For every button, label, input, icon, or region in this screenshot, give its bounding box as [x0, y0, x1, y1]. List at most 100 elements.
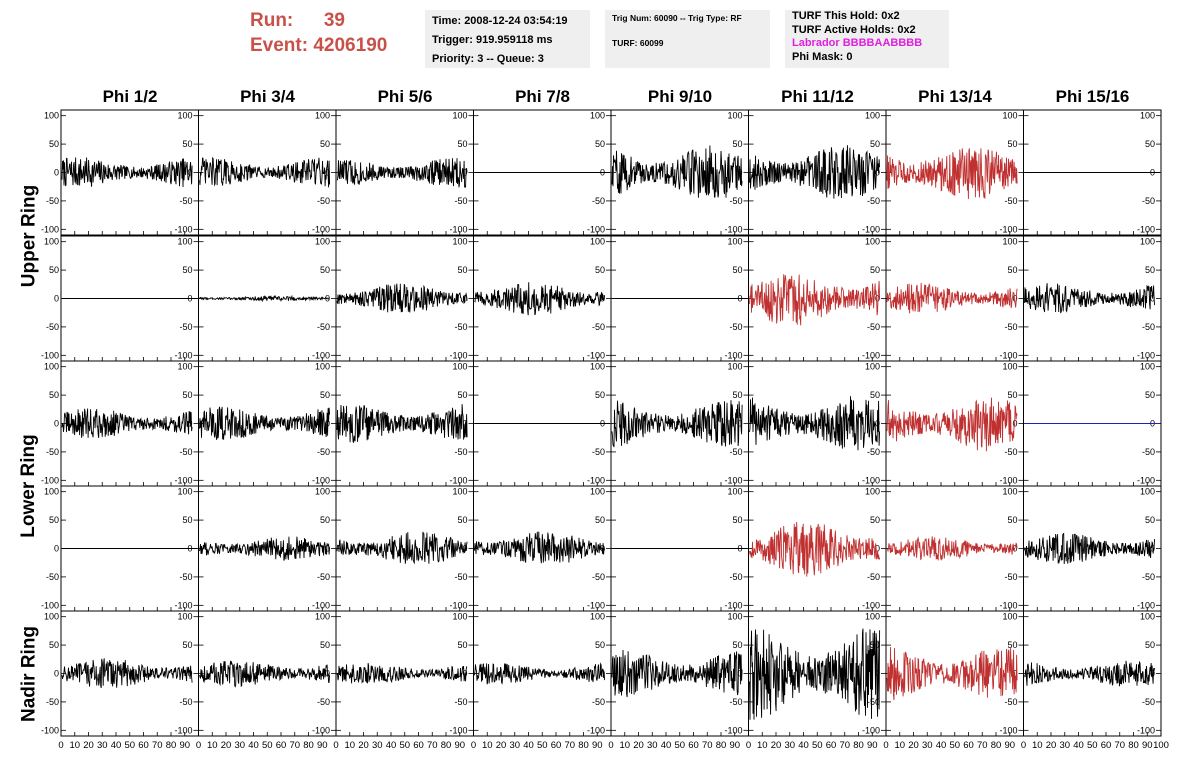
y-tick-label: 0: [325, 168, 330, 178]
panel-frame: [198, 485, 337, 612]
y-tick-label: 50: [320, 139, 330, 149]
x-tick-label: 30: [234, 740, 245, 751]
waveform-trace: [336, 404, 468, 444]
y-tick-label: 50: [49, 265, 59, 275]
x-tick-label: 70: [289, 740, 300, 751]
y-tick-label: 50: [49, 515, 59, 525]
y-tick-label: -100: [1137, 224, 1155, 234]
y-tick-label: 0: [600, 669, 605, 679]
y-tick-label: 100: [1002, 111, 1017, 121]
y-tick-label: -50: [729, 572, 742, 582]
x-tick-label: 60: [1101, 740, 1112, 751]
y-tick-label: 100: [1002, 237, 1017, 247]
waveform-trace: [336, 531, 468, 565]
y-tick-label: 100: [590, 111, 605, 121]
turf-active-text: TURF Active Holds: 0x2: [792, 23, 916, 36]
y-tick-label: 50: [457, 515, 467, 525]
y-tick-label: 100: [1140, 362, 1155, 372]
x-tick-label: 40: [661, 740, 672, 751]
y-tick-label: 100: [590, 362, 605, 372]
trig-num-text: Trig Num: 60090 -- Trig Type: RF: [612, 13, 742, 23]
y-tick-label: -50: [317, 196, 330, 206]
y-tick-label: 100: [452, 487, 467, 497]
waveform-trace: [61, 658, 193, 689]
waveform-trace: [61, 408, 193, 438]
x-tick-label: 90: [454, 740, 465, 751]
y-tick-label: 100: [865, 237, 880, 247]
x-tick-label: 20: [1046, 740, 1057, 751]
y-tick-label: -50: [317, 322, 330, 332]
y-tick-label: 50: [1145, 265, 1155, 275]
y-tick-label: 50: [595, 265, 605, 275]
y-tick-label: 50: [49, 640, 59, 650]
y-tick-label: -50: [454, 697, 467, 707]
y-tick-label: -50: [867, 322, 880, 332]
y-tick-label: -100: [724, 600, 742, 610]
y-tick-label: -50: [729, 697, 742, 707]
x-tick-label: 90: [179, 740, 190, 751]
y-tick-label: 100: [315, 111, 330, 121]
x-tick-label: 20: [633, 740, 644, 751]
x-tick-label: 60: [276, 740, 287, 751]
x-tick-label: 10: [207, 740, 218, 751]
y-tick-label: 50: [457, 640, 467, 650]
y-tick-label: 50: [870, 265, 880, 275]
y-tick-label: -100: [41, 224, 59, 234]
y-tick-label: -100: [174, 600, 192, 610]
waveform-trace: [199, 536, 331, 561]
x-tick-label: 20: [221, 740, 232, 751]
x-tick-label: 70: [702, 740, 713, 751]
waveform-trace: [886, 148, 1018, 200]
waveform-trace: [749, 521, 881, 577]
column-title: Phi 3/4: [240, 87, 295, 106]
x-tick-label: 0: [746, 740, 751, 751]
y-tick-label: 50: [1145, 139, 1155, 149]
y-tick-label: 100: [727, 362, 742, 372]
y-tick-label: 100: [44, 612, 59, 622]
y-tick-label: -50: [1004, 697, 1017, 707]
y-tick-label: 100: [177, 487, 192, 497]
y-tick-label: -50: [317, 447, 330, 457]
y-tick-label: -100: [1137, 600, 1155, 610]
y-tick-label: -100: [587, 224, 605, 234]
y-tick-label: 100: [1140, 612, 1155, 622]
y-tick-label: -100: [999, 224, 1017, 234]
y-tick-label: 0: [187, 419, 192, 429]
y-tick-label: -100: [862, 475, 880, 485]
y-tick-label: -100: [587, 600, 605, 610]
x-tick-label: 90: [729, 740, 740, 751]
x-tick-label: 50: [674, 740, 685, 751]
y-tick-label: 50: [1007, 390, 1017, 400]
y-tick-label: -50: [867, 447, 880, 457]
x-tick-label: 30: [372, 740, 383, 751]
y-tick-label: -50: [592, 572, 605, 582]
x-tick-label: 30: [784, 740, 795, 751]
y-tick-label: 100: [315, 237, 330, 247]
y-tick-label: 0: [462, 419, 467, 429]
event-row: Event: 4206190: [250, 33, 387, 58]
trigger-text: Trigger: 919.959118 ms: [432, 34, 553, 46]
y-tick-label: 50: [732, 139, 742, 149]
y-tick-label: -100: [41, 600, 59, 610]
x-tick-label: 60: [413, 740, 424, 751]
y-tick-label: -50: [1142, 572, 1155, 582]
y-tick-label: -50: [317, 572, 330, 582]
turf-info-box: TURF This Hold: 0x2 TURF Active Holds: 0…: [785, 10, 949, 68]
waveform-trace: [749, 145, 881, 199]
y-tick-label: 50: [320, 515, 330, 525]
y-tick-label: -50: [729, 322, 742, 332]
y-tick-label: -100: [724, 475, 742, 485]
x-tick-label: 80: [853, 740, 864, 751]
y-tick-label: -100: [1137, 475, 1155, 485]
y-tick-label: 100: [177, 362, 192, 372]
y-tick-label: -100: [999, 475, 1017, 485]
